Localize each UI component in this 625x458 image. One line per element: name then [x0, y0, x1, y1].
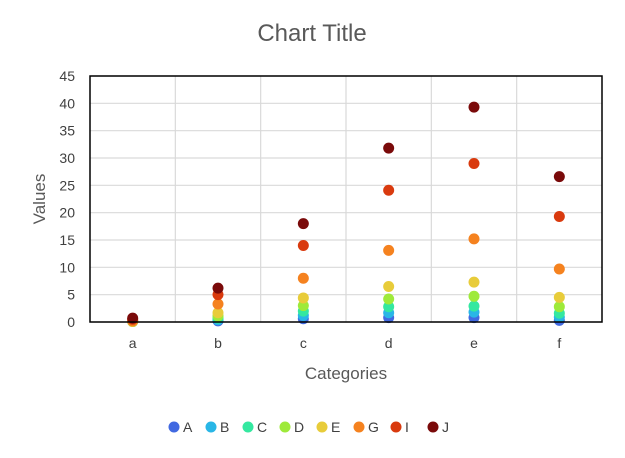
y-tick-label: 25: [59, 177, 75, 193]
x-tick-label: d: [385, 335, 393, 351]
data-point-E-e: [468, 276, 480, 288]
legend-label-G: G: [368, 419, 379, 435]
data-point-G-c: [297, 272, 309, 284]
y-tick-label: 0: [67, 314, 75, 330]
y-tick-label: 45: [59, 68, 75, 84]
data-point-J-b: [212, 282, 224, 294]
x-tick-label: a: [129, 335, 137, 351]
y-tick-label: 20: [59, 205, 75, 221]
x-tick-label: b: [214, 335, 222, 351]
data-point-G-f: [553, 263, 565, 275]
legend-label-D: D: [294, 419, 304, 435]
y-tick-label: 40: [59, 95, 75, 111]
data-point-G-e: [468, 233, 480, 245]
legend-marker-J: [427, 421, 439, 433]
data-point-I-c: [297, 239, 309, 251]
legend-marker-E: [316, 421, 328, 433]
data-point-C-e: [468, 300, 480, 312]
data-point-E-f: [553, 291, 565, 303]
x-axis-label: Categories: [305, 364, 387, 383]
data-points: [127, 101, 565, 327]
data-point-J-c: [297, 218, 309, 230]
legend-marker-D: [279, 421, 291, 433]
data-point-D-c: [297, 300, 309, 312]
x-tick-label: c: [300, 335, 307, 351]
data-point-J-d: [383, 142, 395, 154]
data-point-D-e: [468, 290, 480, 302]
x-tick-label: f: [557, 335, 561, 351]
y-tick-label: 35: [59, 123, 75, 139]
data-point-J-e: [468, 101, 480, 113]
data-point-D-d: [383, 293, 395, 305]
x-tick-label: e: [470, 335, 478, 351]
legend-marker-C: [242, 421, 254, 433]
data-point-E-d: [383, 280, 395, 292]
plot-border: [89, 75, 603, 323]
y-axis-label: Values: [30, 174, 49, 225]
data-point-J-f: [553, 171, 565, 183]
legend-marker-A: [168, 421, 180, 433]
data-point-I-d: [383, 184, 395, 196]
legend-label-A: A: [183, 419, 193, 435]
legend-label-E: E: [331, 419, 340, 435]
data-point-J-a: [127, 312, 139, 324]
grid-layer: [90, 75, 602, 323]
data-point-E-c: [297, 292, 309, 304]
data-point-I-e: [468, 157, 480, 169]
data-point-G-d: [383, 244, 395, 256]
legend-marker-B: [205, 421, 217, 433]
data-point-D-f: [553, 301, 565, 313]
data-point-G-b: [212, 298, 224, 310]
x-tick-labels: a b c d e f: [129, 335, 562, 351]
y-tick-label: 10: [59, 259, 75, 275]
y-tick-label: 30: [59, 150, 75, 166]
chart-title: Chart Title: [257, 20, 366, 47]
y-tick-label: 5: [67, 287, 75, 303]
legend-label-B: B: [220, 419, 229, 435]
y-tick-label: 15: [59, 232, 75, 248]
legend-marker-G: [353, 421, 365, 433]
data-point-I-f: [553, 210, 565, 222]
legend-label-J: J: [442, 419, 449, 435]
legend-marker-I: [390, 421, 402, 433]
legend-label-I: I: [405, 419, 409, 435]
data-point-E-b: [212, 307, 224, 319]
y-tick-labels: 0 5 10 15 20 25 30 35 40 45: [59, 68, 75, 330]
legend-label-C: C: [257, 419, 267, 435]
data-point-C-d: [383, 301, 395, 313]
